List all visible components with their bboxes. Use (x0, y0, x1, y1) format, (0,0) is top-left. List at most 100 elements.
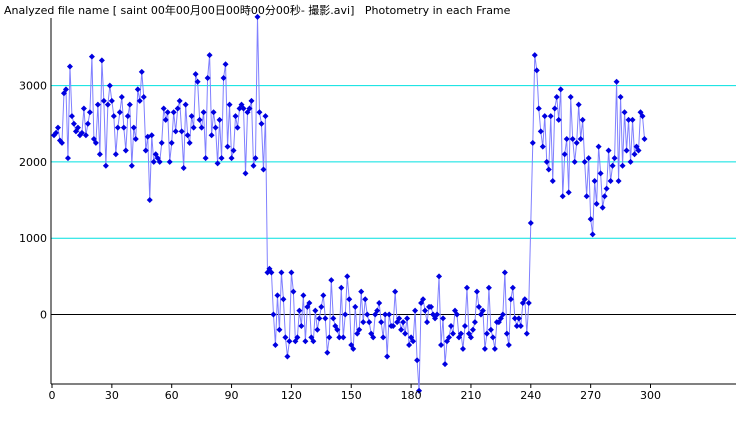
data-point (258, 120, 265, 127)
data-point (142, 147, 149, 154)
data-point (414, 357, 421, 364)
data-point (106, 82, 113, 89)
data-point (102, 162, 109, 169)
data-point (198, 124, 205, 131)
data-point (621, 109, 628, 116)
x-tick-label: 240 (520, 389, 541, 402)
data-point (599, 204, 606, 211)
data-point (547, 113, 554, 120)
data-point (262, 113, 269, 120)
x-tick-label: 60 (165, 389, 179, 402)
data-point (571, 158, 578, 165)
data-point (531, 52, 538, 59)
data-point (252, 155, 259, 162)
data-point (54, 124, 61, 131)
data-point (136, 97, 143, 104)
data-point (80, 105, 87, 112)
data-point (196, 116, 203, 123)
data-point (593, 200, 600, 207)
data-point (559, 193, 566, 200)
data-point (338, 284, 345, 291)
data-point (228, 155, 235, 162)
data-point (118, 94, 125, 101)
data-point (513, 322, 520, 329)
data-point (226, 101, 233, 108)
data-point (184, 132, 191, 139)
axes (50, 18, 736, 388)
data-point (605, 147, 612, 154)
data-point (555, 116, 562, 123)
data-point (378, 319, 385, 326)
data-point (168, 139, 175, 146)
data-point (587, 216, 594, 223)
data-point (324, 349, 331, 356)
data-point (150, 158, 157, 165)
data-point (448, 322, 454, 329)
data-point (436, 273, 443, 280)
series-layer (50, 13, 648, 394)
data-point (515, 315, 522, 322)
data-point (607, 177, 614, 184)
x-tick-label: 0 (49, 389, 56, 402)
data-point (573, 139, 580, 146)
data-point (358, 288, 365, 295)
data-point (346, 296, 353, 303)
data-point (412, 307, 419, 314)
data-point (68, 113, 75, 120)
data-point (374, 307, 381, 314)
data-point (551, 105, 558, 112)
data-point (416, 387, 423, 394)
data-point (318, 303, 325, 310)
data-point (140, 94, 147, 101)
data-point (176, 97, 183, 104)
data-point (360, 319, 367, 326)
data-point (78, 129, 85, 136)
data-point (523, 330, 530, 337)
data-point (641, 136, 648, 143)
data-point (446, 334, 453, 341)
data-point (509, 284, 516, 291)
data-point (461, 322, 468, 329)
data-point (507, 296, 514, 303)
x-tick-label: 90 (225, 389, 239, 402)
data-point (491, 345, 498, 352)
data-point (178, 128, 185, 135)
data-point (545, 166, 552, 173)
y-tick-label: 0 (40, 309, 47, 322)
data-point (138, 68, 145, 75)
data-point (316, 315, 323, 322)
x-tick-label: 30 (105, 389, 119, 402)
data-point (467, 334, 474, 341)
data-point (212, 124, 219, 131)
data-point (424, 319, 431, 326)
x-tick-label: 150 (341, 389, 362, 402)
data-point (216, 116, 223, 123)
data-point (192, 71, 199, 78)
data-point (66, 63, 73, 70)
data-point (422, 307, 429, 314)
data-point (174, 105, 181, 112)
data-point (180, 165, 187, 172)
data-point (483, 330, 490, 337)
data-point (104, 101, 111, 108)
data-point (603, 185, 610, 192)
data-point (274, 292, 281, 299)
y-tick-label: 2000 (19, 156, 47, 169)
data-point (617, 94, 624, 101)
x-tick-label: 210 (460, 389, 481, 402)
data-point (577, 136, 584, 143)
data-point (579, 116, 586, 123)
data-point (158, 139, 165, 146)
data-point (224, 143, 231, 150)
data-point (256, 109, 263, 116)
data-point (162, 116, 169, 123)
data-point (202, 155, 209, 162)
data-point (390, 322, 397, 329)
data-point (585, 155, 592, 162)
data-point (487, 326, 494, 333)
data-point (170, 109, 177, 116)
data-point (146, 197, 153, 204)
data-point (208, 132, 215, 139)
data-point (533, 67, 540, 74)
x-tick-label: 120 (281, 389, 302, 402)
